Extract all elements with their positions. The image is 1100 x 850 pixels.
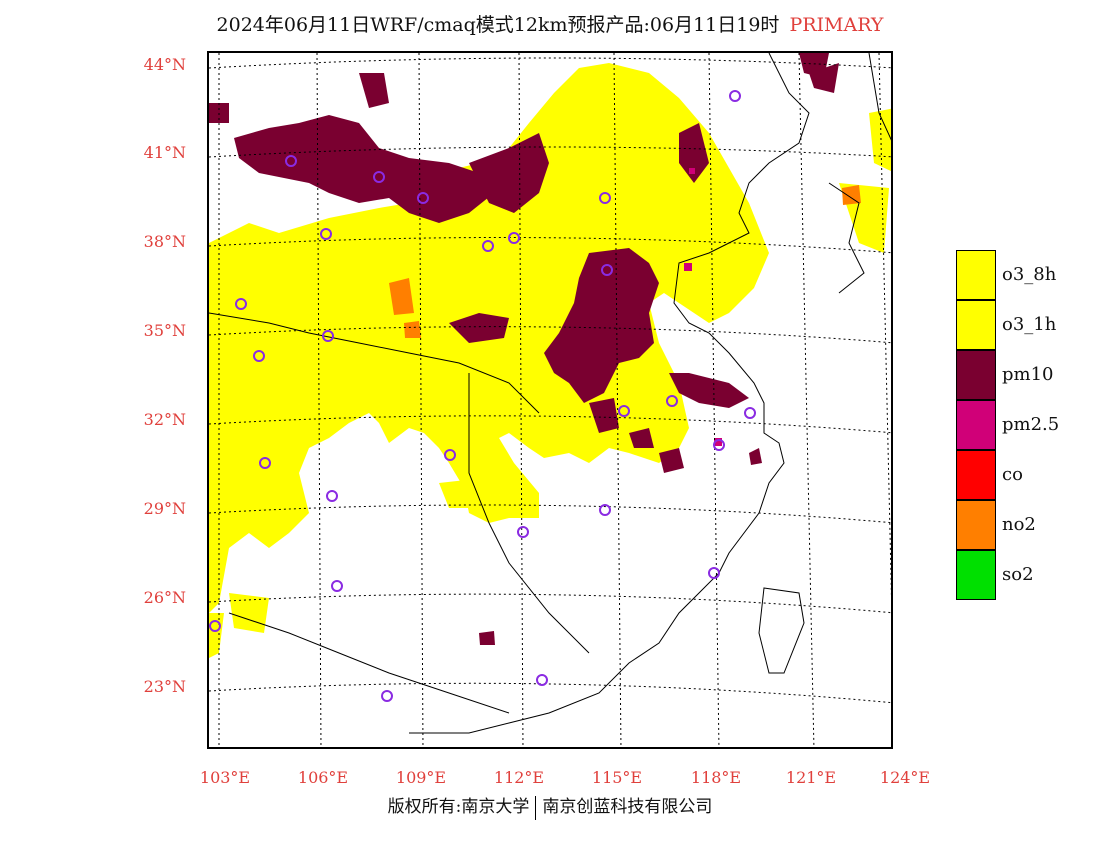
- lat-label-41: 41°N: [143, 143, 186, 162]
- lon-label-106: 106°E: [297, 768, 349, 787]
- legend-item-so2: so2: [956, 550, 1096, 600]
- lat-label-32: 32°N: [143, 410, 186, 429]
- map-panel: [207, 51, 893, 749]
- lon-label-118: 118°E: [690, 768, 742, 787]
- copyright-owner: 版权所有:南京大学: [387, 797, 530, 817]
- primary-tag: PRIMARY: [789, 14, 884, 36]
- legend-swatch-o3-1h: [956, 300, 996, 350]
- graticule: [209, 53, 891, 747]
- footer-divider: [535, 795, 537, 820]
- lat-label-44: 44°N: [143, 55, 186, 74]
- lat-label-38: 38°N: [143, 232, 186, 251]
- copyright-footer: 版权所有:南京大学 南京创蓝科技有限公司: [0, 792, 1100, 820]
- lon-label-103: 103°E: [199, 768, 251, 787]
- legend-item-no2: no2: [956, 500, 1096, 550]
- map-title: 2024年06月11日WRF/cmaq模式12km预报产品:06月11日19时 P…: [0, 10, 1100, 37]
- no2-field: [389, 185, 861, 338]
- legend-item-o3-8h: o3_8h: [956, 250, 1096, 300]
- lon-label-121: 121°E: [785, 768, 837, 787]
- legend-label-pm10: pm10: [1002, 364, 1054, 385]
- legend-swatch-co: [956, 450, 996, 500]
- lat-label-29: 29°N: [143, 499, 186, 518]
- lon-label-124: 124°E: [879, 768, 931, 787]
- legend-label-so2: so2: [1002, 564, 1034, 585]
- lat-label-26: 26°N: [143, 588, 186, 607]
- legend-swatch-no2: [956, 500, 996, 550]
- legend-swatch-so2: [956, 550, 996, 600]
- lat-label-23: 23°N: [143, 677, 186, 696]
- legend-label-co: co: [1002, 464, 1023, 485]
- copyright-company: 南京创蓝科技有限公司: [542, 797, 713, 817]
- legend-item-pm25: pm2.5: [956, 400, 1096, 450]
- lon-label-109: 109°E: [395, 768, 447, 787]
- pm25-field: [684, 168, 722, 446]
- map-title-text: 2024年06月11日WRF/cmaq模式12km预报产品:06月11日19时: [216, 14, 780, 36]
- legend-swatch-o3-8h: [956, 250, 996, 300]
- legend-label-pm25: pm2.5: [1002, 414, 1060, 435]
- legend-label-o3-8h: o3_8h: [1002, 264, 1057, 285]
- lon-label-112: 112°E: [493, 768, 545, 787]
- legend-label-no2: no2: [1002, 514, 1036, 535]
- legend-item-co: co: [956, 450, 1096, 500]
- boundary-lines: [209, 53, 891, 734]
- lat-label-35: 35°N: [143, 321, 186, 340]
- legend-item-o3-1h: o3_1h: [956, 300, 1096, 350]
- legend-label-o3-1h: o3_1h: [1002, 314, 1057, 335]
- legend-item-pm10: pm10: [956, 350, 1096, 400]
- legend-swatch-pm10: [956, 350, 996, 400]
- lon-label-115: 115°E: [591, 768, 643, 787]
- pm10-field: [209, 53, 839, 645]
- legend-swatch-pm25: [956, 400, 996, 450]
- station-markers: [209, 90, 756, 702]
- pollution-map: [209, 53, 891, 747]
